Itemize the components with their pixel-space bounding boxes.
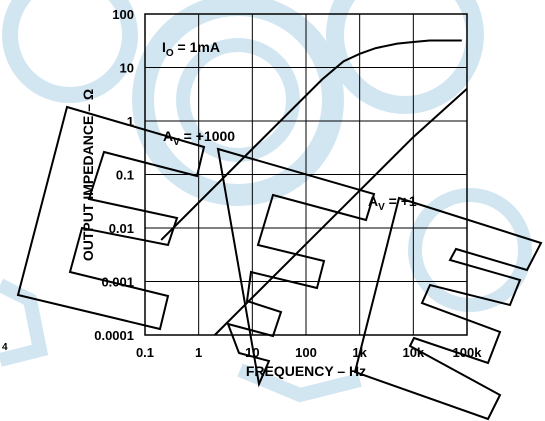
series-line-0 <box>160 39 462 241</box>
y-tick-label: 10 <box>120 61 134 76</box>
side-stamp: 4 <box>2 342 8 353</box>
condition-subscript: O <box>166 48 174 59</box>
x-tick-label: 10k <box>402 345 424 360</box>
series-label-rest: = +1000 <box>180 128 235 144</box>
y-tick-label: 0.0001 <box>94 328 134 343</box>
x-tick-label: 100k <box>453 345 483 360</box>
logo-letter-e-left <box>16 105 206 331</box>
y-tick-label: 0.1 <box>116 168 134 183</box>
condition-main: I <box>162 39 166 55</box>
plot-frame <box>144 13 468 336</box>
series-label-subscript: V <box>173 137 180 148</box>
series-label-main: A <box>368 193 378 209</box>
y-tick-label: 1 <box>127 114 134 129</box>
y-tick-label: 0.01 <box>109 221 134 236</box>
series-label-subscript: V <box>378 202 385 213</box>
series-line-1 <box>214 88 468 336</box>
x-tick-label: 1 <box>195 345 202 360</box>
logo-watermark-overlay <box>16 105 543 421</box>
x-tick-label: 0.1 <box>136 345 154 360</box>
y-axis-title: OUTPUT IMPEDANCE – Ω <box>80 89 96 261</box>
series-label-av-1: AV = +1 <box>368 193 417 213</box>
x-tick-label: 100 <box>295 345 317 360</box>
condition-rest: = 1mA <box>174 39 220 55</box>
condition-annotation: IO = 1mA <box>162 39 220 59</box>
y-tick-label: 100 <box>112 7 134 22</box>
series-label-rest: = +1 <box>385 193 417 209</box>
x-axis-title: FREQUENCY – Hz <box>246 363 366 379</box>
logo-letter-e-right <box>353 196 543 421</box>
series-lines <box>160 39 468 336</box>
logo-letter-e-middle <box>216 147 376 388</box>
watermark-background <box>0 0 532 403</box>
